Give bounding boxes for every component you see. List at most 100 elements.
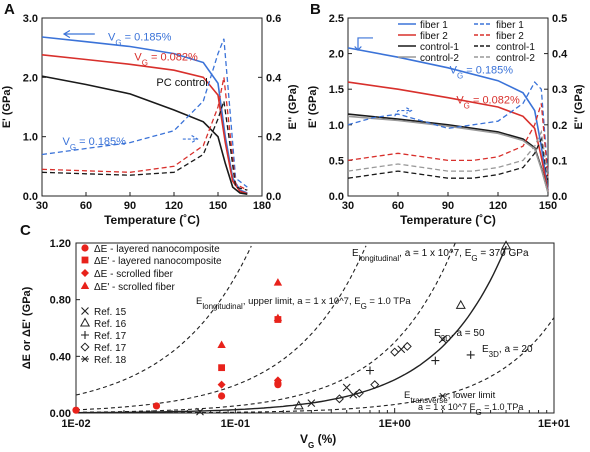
series-line-solid-3 (347, 115, 549, 193)
marker-circle (274, 381, 282, 389)
marker-open-triangle (293, 400, 304, 410)
panel-letter: C (20, 222, 31, 239)
x-tick-label: 90 (442, 200, 454, 212)
x-tick-label: 60 (80, 200, 92, 212)
marker-x (342, 383, 351, 392)
x-axis-title: Temperature (˚C) (104, 213, 200, 227)
marker-open-diamond (402, 341, 412, 351)
legend-marker-x (81, 307, 89, 315)
annotation-longitudinal-upper: Elongitudinal, upper limit, a = 1 x 10^7… (196, 296, 411, 311)
y-tick-label: 0.80 (50, 295, 71, 307)
y-tick-label-right: 0.2 (552, 120, 567, 132)
y-tick-label-right: 0.0 (266, 191, 281, 203)
y-tick-label-right: 0.1 (552, 155, 567, 167)
y-tick-label-right: 0.5 (552, 13, 567, 25)
x-tick-label: 150 (539, 200, 557, 212)
model-curve-3d-a20 (76, 245, 507, 414)
plot-frame (75, 242, 555, 414)
y-tick-label-left: 2.5 (329, 13, 344, 25)
x-tick-label: 30 (342, 200, 354, 212)
marker-diamond (273, 376, 282, 385)
annotation-3d-a50: E3D, a = 50 (434, 328, 485, 343)
marker-x (438, 335, 447, 344)
series-line-dashed-7 (347, 129, 549, 179)
legend-label: fiber 1 (496, 20, 524, 31)
arrow-right-icon (182, 134, 199, 144)
series-line-dashed-4 (41, 77, 248, 191)
marker-circle (218, 392, 226, 400)
y-axis-title-left: E' (GPa) (1, 85, 13, 128)
y-tick-label-right: 0.3 (552, 84, 567, 96)
model-curve-3d-a50 (76, 242, 456, 413)
legend-label: fiber 2 (496, 31, 524, 42)
annotation-transverse-params: a = 1 x 10^7 EG = 1.0 TPa (418, 402, 523, 417)
x-tick-label: 60 (392, 200, 404, 212)
legend-label: control-1 (496, 42, 535, 53)
marker-open-diamond (334, 394, 344, 404)
legend-label: ΔE' - scrolled fiber (94, 282, 176, 293)
x-tick-label: 1E+01 (538, 418, 570, 430)
series-line-dashed-6 (347, 136, 549, 182)
x-tick-label: 1E-02 (61, 418, 90, 430)
legend-label: fiber 1 (420, 20, 448, 31)
series-line-dashed-5 (41, 100, 248, 191)
legend-label: control-1 (420, 42, 459, 53)
marker-triangle (217, 340, 226, 348)
x-tick-label: 1E-01 (221, 418, 250, 430)
plot-frame (41, 17, 263, 197)
marker-x (196, 407, 204, 416)
marker-open-diamond (370, 380, 380, 390)
legend-marker-open-diamond (80, 342, 90, 352)
x-tick-label: 120 (165, 200, 183, 212)
y-axis-title-right: E'' (GPa) (573, 84, 585, 129)
marker-diamond (217, 380, 226, 389)
y-tick-label-left: 0.0 (329, 191, 344, 203)
legend-label: control-2 (420, 53, 459, 64)
legend-label: Ref. 17 (94, 343, 127, 354)
x-tick-label: 1E+00 (379, 418, 411, 430)
legend-label: ΔE - scrolled fiber (94, 269, 174, 280)
legend-marker-square (81, 256, 89, 264)
panel-letter: A (4, 1, 15, 18)
legend-label: ΔE' - layered nanocomposite (94, 256, 222, 267)
legend-marker-triangle (80, 281, 90, 289)
annotation-pc-control: PC control (156, 77, 207, 89)
legend-marker-circle (81, 244, 89, 252)
legend-label: Ref. 17 (94, 331, 127, 342)
y-tick-label-left: 2.0 (329, 49, 344, 61)
marker-plus (466, 350, 475, 359)
series-line-solid-1 (41, 54, 248, 195)
annotation-longitudinal-370: Elongitudinal, a = 1 x 10^7, EG = 370 GP… (352, 248, 529, 263)
y-axis-title-left: E' (GPa) (307, 85, 319, 128)
legend-marker-diamond (81, 269, 89, 277)
marker-plus (431, 356, 440, 365)
y-tick-label-right: 0.4 (266, 72, 282, 84)
annotation-vg-185: VG = 0.185% (108, 32, 172, 48)
y-tick-label-left: 1.5 (329, 84, 344, 96)
panel-letter: B (310, 1, 321, 18)
marker-x (307, 399, 316, 407)
model-curve-transverse-lower (76, 317, 555, 414)
y-tick-label-right: 0.2 (266, 132, 281, 144)
annotation-vg-185: VG = 0.185% (450, 65, 514, 81)
marker-plus (365, 366, 374, 375)
marker-triangle (273, 278, 283, 286)
y-axis-title-right: E'' (GPa) (287, 84, 299, 129)
x-tick-label: 90 (124, 200, 136, 212)
arrow-right-icon (394, 107, 413, 117)
y-tick-label-left: 1.0 (23, 132, 38, 144)
marker-open-diamond (390, 347, 400, 357)
annotation-3d-a20: E3D, a = 20 (482, 344, 533, 359)
x-tick-label: 30 (36, 200, 48, 212)
marker-open-triangle (500, 240, 512, 250)
y-tick-label: 0.40 (50, 351, 71, 363)
y-tick-label-right: 0.4 (552, 49, 568, 61)
y-tick-label-left: 0.5 (329, 155, 344, 167)
annotation-vg-082: VG = 0.082% (456, 94, 520, 110)
marker-open-triangle (455, 299, 466, 309)
y-tick-label-left: 2.0 (23, 72, 38, 84)
legend-label: fiber 2 (420, 31, 448, 42)
x-tick-label: 120 (489, 200, 507, 212)
x-axis-title: VG (%) (300, 432, 336, 450)
marker-circle (72, 406, 80, 414)
